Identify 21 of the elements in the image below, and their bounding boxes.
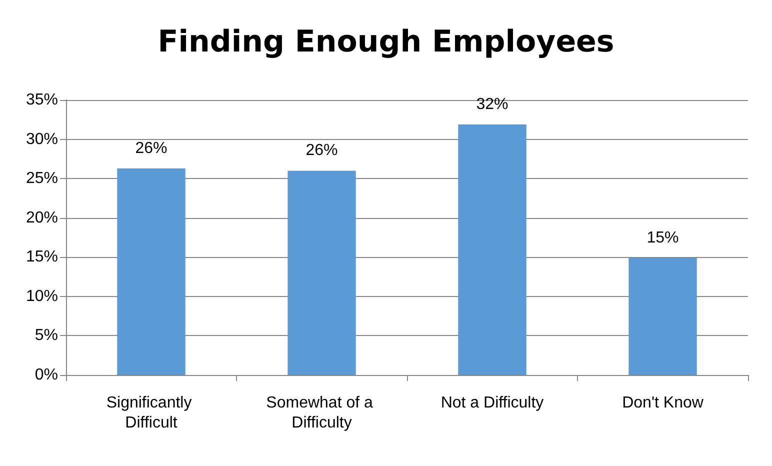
data-label: 15% (646, 229, 679, 246)
y-tick-label: 5% (34, 327, 58, 344)
x-tick-label: Not a Difficulty (440, 394, 544, 412)
y-tick-label: 25% (26, 170, 58, 188)
bar (288, 170, 356, 375)
y-tick-label: 15% (26, 248, 58, 266)
bar (628, 258, 697, 375)
chart-title: Finding Enough Employees (158, 24, 614, 60)
data-label: 26% (135, 140, 168, 157)
x-tick-label: Significantly Difficult (106, 394, 196, 432)
data-label: 32% (476, 96, 508, 113)
bar (458, 124, 526, 375)
bar (117, 168, 186, 375)
x-tick-label: Don't Know (622, 394, 704, 412)
x-tick-label: Somewhat of a Difficulty (266, 394, 378, 432)
y-tick-label: 20% (26, 209, 58, 226)
y-tick-label: 0% (34, 366, 58, 384)
y-tick-label: 30% (26, 130, 58, 148)
data-label: 26% (306, 142, 338, 160)
y-tick-label: 10% (26, 288, 58, 305)
y-tick-label: 35% (26, 92, 58, 108)
